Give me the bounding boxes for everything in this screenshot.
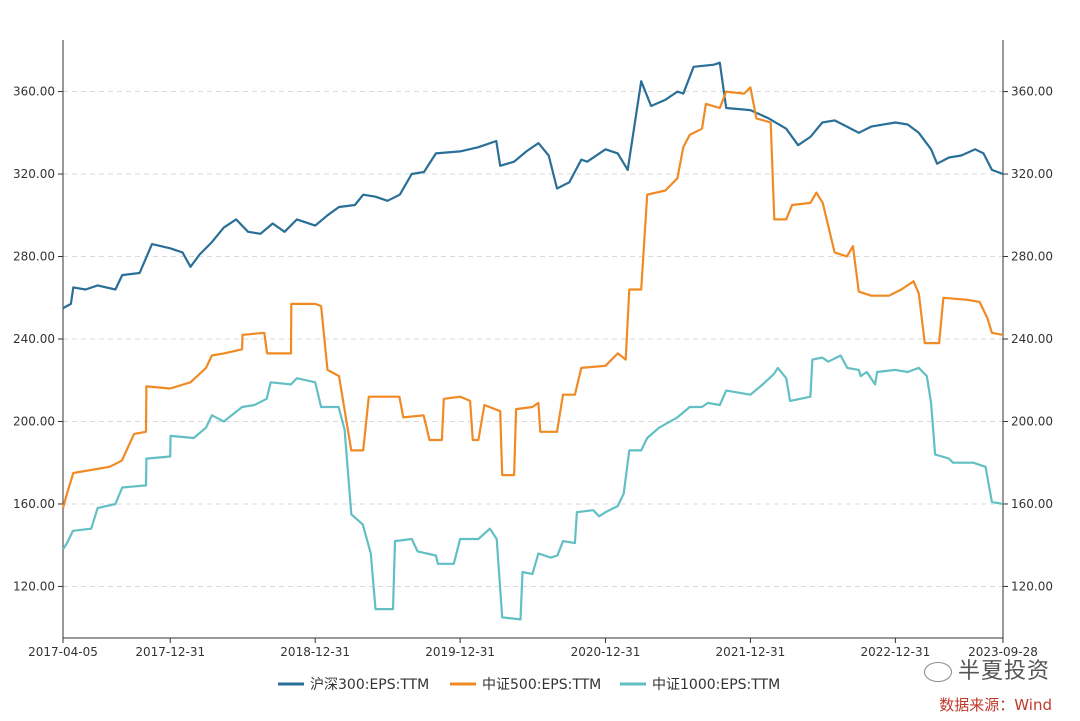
x-tick-label: 2017-12-31 <box>135 645 205 659</box>
x-tick-label: 2019-12-31 <box>425 645 495 659</box>
wechat-icon <box>923 662 952 682</box>
y-tick-label-right: 240.00 <box>1011 332 1053 346</box>
y-tick-label-left: 240.00 <box>13 332 55 346</box>
y-tick-label-left: 320.00 <box>13 167 55 181</box>
watermark-text: 半夏投资 <box>957 659 1050 684</box>
y-tick-label-left: 200.00 <box>13 414 55 428</box>
legend: 沪深300:EPS:TTM 中证500:EPS:TTM 中证1000:EPS:TTM <box>278 677 780 693</box>
source-note: 数据来源：Wind <box>939 696 1052 714</box>
y-tick-label-right: 200.00 <box>1011 414 1053 428</box>
legend-label-0: 沪深300:EPS:TTM <box>310 677 429 693</box>
x-tick-label: 2021-12-31 <box>716 645 786 659</box>
y-tick-label-left: 160.00 <box>13 497 55 511</box>
legend-label-2: 中证1000:EPS:TTM <box>652 677 780 693</box>
series-line-0 <box>62 61 1004 310</box>
y-tick-label-left: 280.00 <box>13 250 55 264</box>
series-line-2 <box>62 354 1004 621</box>
axes: 120.00 120.00 160.00 160.00 200.00 200.00 240.… <box>13 40 1053 659</box>
y-tick-label-right: 320.00 <box>1011 167 1053 181</box>
series-line-1 <box>61 86 1004 509</box>
watermark: 半夏投资 <box>923 653 1050 685</box>
series-lines <box>61 61 1004 621</box>
y-tick-label-right: 360.00 <box>1011 85 1053 99</box>
y-tick-label-left: 120.00 <box>13 579 55 593</box>
x-tick-label: 2017-04-05 <box>28 645 98 659</box>
legend-label-1: 中证500:EPS:TTM <box>482 677 601 693</box>
y-tick-label-right: 160.00 <box>1011 497 1053 511</box>
x-tick-label: 2023-09-28 <box>968 645 1038 659</box>
x-tick-label: 2020-12-31 <box>571 645 641 659</box>
y-tick-label-right: 280.00 <box>1011 250 1053 264</box>
y-tick-label-left: 360.00 <box>13 85 55 99</box>
x-tick-label: 2022-12-31 <box>861 645 931 659</box>
y-tick-label-right: 120.00 <box>1011 579 1053 593</box>
x-tick-label: 2018-12-31 <box>280 645 350 659</box>
gridlines <box>63 91 1003 587</box>
